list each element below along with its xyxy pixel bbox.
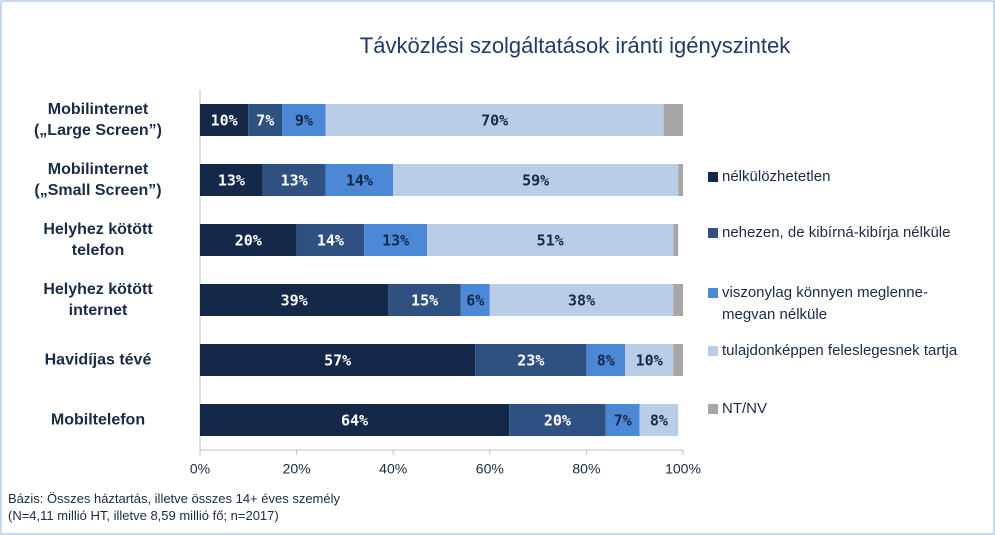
category-label: Helyhez kötött telefon [43,221,153,259]
x-tick-label: 0% [190,461,210,477]
value-label: 10% [636,352,663,370]
x-tick-label: 100% [665,461,701,477]
bar-segment [262,164,326,196]
category-label: Mobilinternet („Large Screen”) [33,101,163,139]
chart-title: Távközlési szolgáltatások iránti igénysz… [360,33,791,58]
bar-segment [427,224,674,256]
legend-label: nehezen, de kibírná-kibírja nélküle [722,224,951,241]
value-label: 38% [568,292,595,310]
bar-segment [200,164,263,196]
legend-swatch [708,346,718,356]
legend-swatch [708,228,718,238]
value-label: 7% [614,412,632,430]
value-label: 8% [650,412,668,430]
value-label: 13% [382,232,409,250]
value-label: 59% [522,172,549,190]
value-label: 51% [537,232,564,250]
x-tick-label: 40% [379,461,407,477]
value-label: 7% [256,112,274,130]
value-label: 15% [411,292,438,310]
x-tick-label: 20% [283,461,311,477]
legend-label: tulajdonképpen feleslegesnek tartja [722,342,958,359]
value-label: 20% [544,412,571,430]
bar-segment [364,224,428,256]
value-label: 14% [317,232,344,250]
bar-segment [509,404,606,436]
bar-segment [388,284,461,316]
bar-segment [625,344,674,376]
bar-segment [200,284,389,316]
bar-segment [673,224,679,256]
bar-segment [325,164,394,196]
bar-segment [639,404,679,436]
value-label: 8% [597,352,615,370]
value-label: 70% [481,112,508,130]
bar-segment [325,104,664,136]
bar-segment [296,224,365,256]
bar-segment [663,104,683,136]
value-label: 64% [341,412,368,430]
legend-item: tulajdonképpen feleslegesnek tartja [708,340,968,362]
footnote: Bázis: Összes háztartás, illetve összes … [8,491,340,523]
legend-label: NT/NV [722,400,767,417]
x-tick-label: 80% [572,461,600,477]
category-label: Helyhez kötött internet [43,281,153,319]
bar-segment [605,404,640,436]
legend-item: nélkülözhetetlen [708,166,968,188]
bar-segment [282,104,326,136]
legend-label: viszonylag könnyen meglenne-megvan nélkü… [722,284,928,323]
legend-swatch [708,172,718,182]
bar-segment [586,344,626,376]
value-label: 13% [281,172,308,190]
x-tick-label: 60% [476,461,504,477]
legend-item: viszonylag könnyen meglenne-megvan nélkü… [708,282,968,326]
legend-swatch [708,288,718,298]
bar-segment [475,344,587,376]
category-label: Mobilinternet („Small Screen”) [34,161,162,199]
bar-segment [200,104,249,136]
bar-segment [200,344,476,376]
bar-segment [460,284,490,316]
bar-segment [200,404,510,436]
value-label: 6% [466,292,484,310]
bar-segment [393,164,679,196]
legend-item: nehezen, de kibírná-kibírja nélküle [708,222,968,244]
bar-segment [200,224,297,256]
value-label: 20% [235,232,262,250]
category-label: Havidíjas tévé [44,351,152,369]
legend-swatch [708,404,718,414]
bar-segment [673,344,683,376]
bar-segment [489,284,674,316]
value-label: 13% [218,172,245,190]
value-label: 23% [517,352,544,370]
bar-segment [248,104,283,136]
value-label: 10% [211,112,238,130]
value-label: 57% [324,352,351,370]
category-label: Mobiltelefon [50,411,146,429]
value-label: 39% [281,292,308,310]
value-label: 14% [346,172,373,190]
value-label: 9% [295,112,313,130]
legend-item: NT/NV [708,398,968,420]
bar-segment [678,164,683,196]
legend-label: nélkülözhetetlen [722,168,831,185]
bar-segment [673,284,683,316]
